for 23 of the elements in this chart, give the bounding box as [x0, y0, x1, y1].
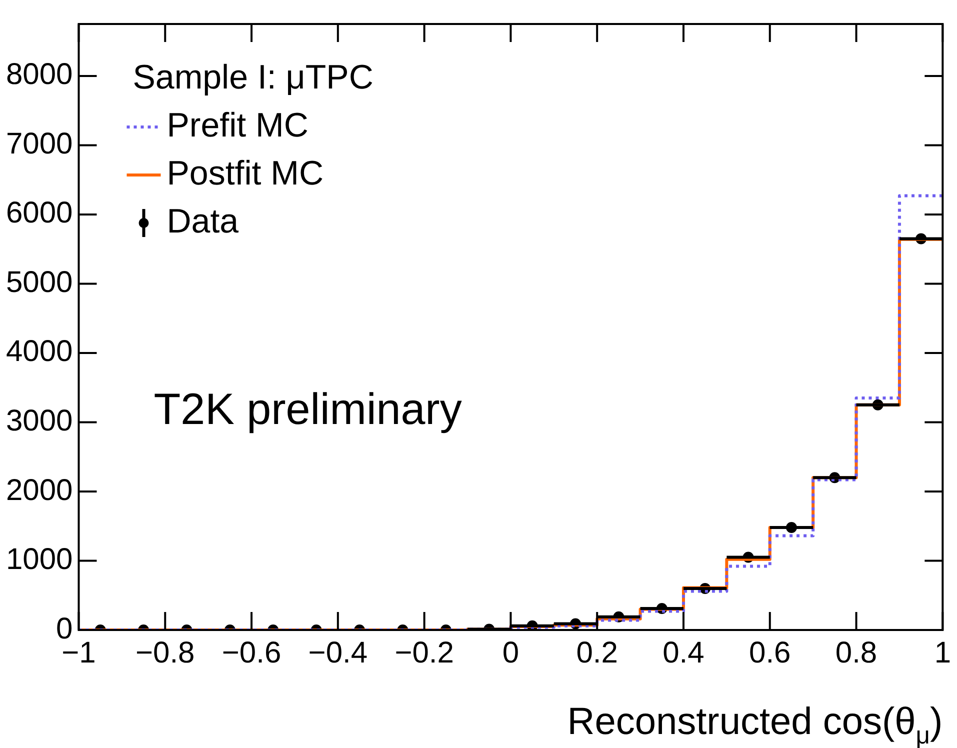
- legend-title: Sample I: μTPC: [132, 58, 374, 96]
- y-tick-label: 3000: [6, 404, 73, 438]
- legend-label: Data: [166, 202, 239, 240]
- legend-label: Prefit MC: [166, 106, 308, 144]
- y-tick-label: 7000: [6, 127, 73, 160]
- x-tick-label: 0.8: [835, 636, 878, 670]
- y-tick-label: 1000: [6, 543, 73, 576]
- y-tick-label: 5000: [6, 266, 73, 299]
- x-tick-label: 0: [502, 636, 520, 670]
- x-tick-label: −0.8: [136, 636, 195, 670]
- y-tick-label: 4000: [6, 335, 73, 368]
- x-tick-label: −0.6: [222, 636, 282, 670]
- annotation: T2K preliminary: [154, 384, 462, 434]
- y-tick-label: 8000: [6, 58, 73, 92]
- x-tick-label: 1: [934, 636, 951, 670]
- x-tick-label: −0.2: [394, 636, 454, 670]
- x-tick-label: 0.6: [749, 636, 791, 670]
- x-tick-label: 0.2: [576, 636, 618, 670]
- y-tick-label: 2000: [6, 474, 73, 507]
- x-tick-label: 0.4: [662, 636, 704, 670]
- legend-label: Postfit MC: [166, 154, 324, 192]
- y-tick-label: 6000: [6, 196, 73, 230]
- x-tick-label: −0.4: [308, 636, 368, 670]
